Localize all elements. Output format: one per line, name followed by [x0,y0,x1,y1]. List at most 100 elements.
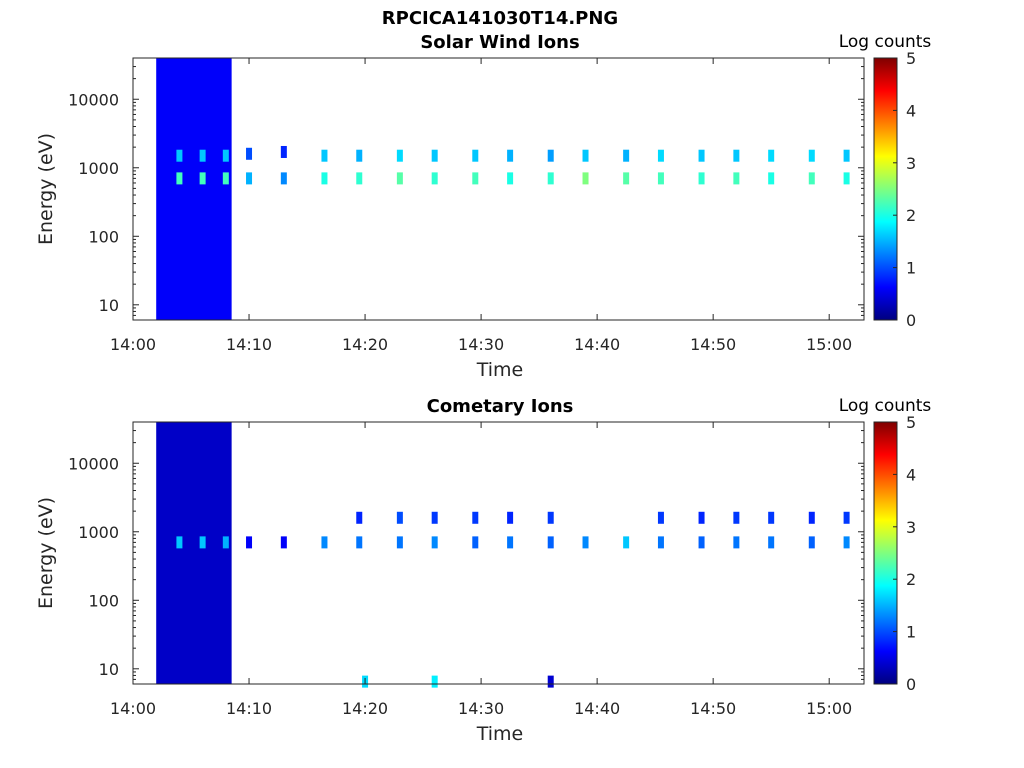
heatmap-cell [733,149,740,162]
heatmap-cell [547,149,554,162]
heatmap-cell [199,536,206,549]
panel-solar-wind-ions: Solar Wind Ions 14:00 14:10 14:20 14:30 14:4… [35,32,931,381]
heatmap-cell [547,536,554,549]
heatmap-cell [222,149,229,162]
heatmap-cell [176,172,183,185]
x-tick-label: 14:40 [574,699,620,718]
heatmap-cell [356,172,363,185]
heatmap-cell [280,536,287,549]
heatmap-cells [156,422,850,688]
y-tick-label: 10000 [68,90,119,109]
y-tick-label: 100 [88,591,119,610]
heatmap-cell [321,536,328,549]
heatmap-cell [582,172,589,185]
colorbar-tick-label: 5 [906,413,916,432]
heatmap-cell [246,147,253,160]
heatmap-cell [657,511,664,524]
colorbar-label: Log counts [839,32,932,52]
x-tick-label: 14:10 [226,699,272,718]
x-axis-label: Time [476,359,524,381]
heatmap-cell [507,172,514,185]
x-tick-label: 14:00 [110,699,156,718]
heatmap-cell [396,149,403,162]
panel-title: Cometary Ions [427,396,574,417]
colorbar-tick-label: 4 [906,465,916,484]
x-axis: 14:00 14:10 14:20 14:30 14:40 14:50 15:00 [110,58,852,354]
colorbar-tick-label: 3 [906,518,916,537]
colorbar-tick-label: 3 [906,154,916,173]
heatmap-cell [396,172,403,185]
heatmap-cell [199,149,206,162]
heatmap-cell [547,675,554,688]
heatmap-cell [698,149,705,162]
heatmap-cell [356,149,363,162]
heatmap-cell [623,536,630,549]
heatmap-cell [808,149,815,162]
heatmap-cell [472,536,479,549]
heatmap-cell [321,149,328,162]
colorbar-tick-label: 5 [906,49,916,68]
colorbar-tick-label: 0 [906,311,916,330]
heatmap-cell [808,172,815,185]
y-tick-label: 1000 [78,159,119,178]
heatmap-cell [733,172,740,185]
heatmap-cell [623,149,630,162]
colorbar-tick-label: 4 [906,101,916,120]
heatmap-cell [396,536,403,549]
plot-frame [132,421,865,685]
heatmap-cell [733,511,740,524]
colorbar-tick-label: 0 [906,675,916,694]
heatmap-cell [176,536,183,549]
heatmap-cell [472,172,479,185]
x-tick-label: 14:20 [342,335,388,354]
heatmap-cell [623,172,630,185]
colorbar-tick-label: 2 [906,570,916,589]
colorbar-label: Log counts [839,396,932,416]
x-axis-label: Time [476,723,524,745]
heatmap-cell [843,149,850,162]
heatmap-cell [733,536,740,549]
heatmap-cell [321,172,328,185]
heatmap-cell [222,172,229,185]
heatmap-band [156,422,232,684]
y-axis-label: Energy (eV) [35,133,57,245]
heatmap-cell [657,536,664,549]
x-tick-label: 15:00 [806,699,852,718]
heatmap-cell [472,149,479,162]
colorbar [873,421,898,685]
x-tick-label: 15:00 [806,335,852,354]
y-axis: 10 100 1000 10000 [68,57,864,321]
heatmap-cell [808,536,815,549]
x-tick-label: 14:50 [690,699,736,718]
heatmap-cell [431,172,438,185]
heatmap-cell [582,536,589,549]
heatmap-cell [280,145,287,158]
x-tick-label: 14:40 [574,335,620,354]
x-tick-label: 14:00 [110,335,156,354]
figure-title: RPCICA141030T14.PNG [382,8,618,29]
heatmap-cell [199,172,206,185]
x-tick-label: 14:50 [690,335,736,354]
y-axis-label: Energy (eV) [35,497,57,609]
heatmap-cell [843,511,850,524]
y-tick-label: 100 [88,227,119,246]
heatmap-band [156,58,232,320]
heatmap-cell [768,172,775,185]
heatmap-cell [356,536,363,549]
heatmap-cell [698,536,705,549]
colorbar-ticks: 0 1 2 3 4 5 [893,413,916,694]
x-tick-label: 14:20 [342,699,388,718]
heatmap-cell [431,536,438,549]
y-tick-label: 10000 [68,454,119,473]
heatmap-cell [507,511,514,524]
heatmap-cell [246,172,253,185]
heatmap-cell [222,536,229,549]
heatmap-cell [280,172,287,185]
heatmap-cells [156,58,850,320]
heatmap-cell [768,536,775,549]
heatmap-cell [431,675,438,688]
colorbar-tick-label: 2 [906,206,916,225]
heatmap-cell [808,511,815,524]
y-axis: 10 100 1000 10000 [68,421,864,685]
